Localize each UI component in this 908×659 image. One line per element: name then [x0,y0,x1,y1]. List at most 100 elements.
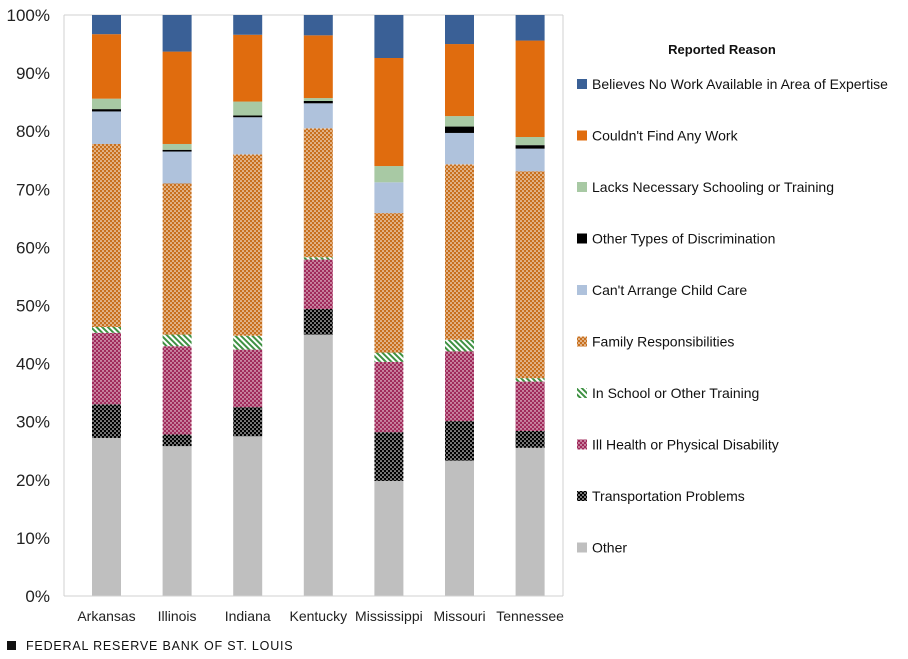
bar-segment-other-mississippi [374,480,404,596]
bar-segment-believes-no-work-available-in-area-of-expertise-illinois [162,15,192,52]
x-tick-label: Mississippi [355,608,423,624]
bar-segment-ill-health-or-physical-disability-indiana [233,349,263,408]
bar-segment-lacks-necessary-schooling-or-training-mississippi [374,166,404,183]
legend-label-in-school-or-other-training: In School or Other Training [592,385,759,401]
footer-source: FEDERAL RESERVE BANK OF ST. LOUIS [26,639,293,653]
bar-segment-other-kentucky [303,334,333,596]
bar-segment-other-missouri [445,460,474,596]
legend-swatch-other [577,542,587,553]
x-tick-label: Illinois [158,608,197,624]
bar-segment-other-types-of-discrimination-arkansas [92,109,121,112]
bar-segment-lacks-necessary-schooling-or-training-kentucky [303,98,333,101]
bar-segment-in-school-or-other-training-missouri [445,339,474,352]
bar-segment-in-school-or-other-training-tennessee [515,378,545,382]
bar-segment-can-t-arrange-child-care-arkansas [92,111,121,144]
y-tick-label: 50% [16,297,50,316]
bar-segment-lacks-necessary-schooling-or-training-indiana [233,101,263,116]
bar-segment-transportation-problems-arkansas [92,404,121,438]
bar-segment-ill-health-or-physical-disability-kentucky [303,259,333,309]
bar-segment-ill-health-or-physical-disability-tennessee [515,381,545,431]
legend-title: Reported Reason [668,42,776,57]
legend-label-couldn-t-find-any-work: Couldn't Find Any Work [592,128,739,144]
bar-segment-can-t-arrange-child-care-tennessee [515,148,545,172]
bar-segment-other-types-of-discrimination-kentucky [303,100,333,104]
bar-segment-lacks-necessary-schooling-or-training-illinois [162,143,192,150]
legend-label-other-types-of-discrimination: Other Types of Discrimination [592,231,775,247]
bar-segment-in-school-or-other-training-illinois [162,334,192,347]
bar-segment-family-responsibilities-arkansas [92,143,121,327]
bar-segment-believes-no-work-available-in-area-of-expertise-missouri [445,15,474,45]
bar-segment-believes-no-work-available-in-area-of-expertise-tennessee [515,15,545,41]
legend-label-transportation-problems: Transportation Problems [592,488,745,504]
bar-segment-ill-health-or-physical-disability-mississippi [374,361,404,433]
y-axis: 0% 10% 20% 30% 40% 50% 60% 70% 80% 90% 100% [7,6,50,606]
bar-segment-believes-no-work-available-in-area-of-expertise-mississippi [374,15,404,58]
legend-swatch-other-types-of-discrimination [577,233,587,244]
bar-segment-other-arkansas [92,437,121,596]
bar-segment-can-t-arrange-child-care-kentucky [303,103,333,129]
y-tick-label: 70% [16,180,50,199]
bar-segment-couldn-t-find-any-work-indiana [233,34,263,102]
x-tick-label: Arkansas [77,608,135,624]
bar-segment-ill-health-or-physical-disability-arkansas [92,332,121,405]
bar-segment-believes-no-work-available-in-area-of-expertise-indiana [233,15,263,35]
x-tick-label: Kentucky [290,608,348,624]
legend-label-ill-health-or-physical-disability: Ill Health or Physical Disability [592,437,779,453]
bar-segment-couldn-t-find-any-work-kentucky [303,35,333,99]
bar-segment-can-t-arrange-child-care-indiana [233,117,263,155]
bar-segment-lacks-necessary-schooling-or-training-tennessee [515,137,545,146]
bar-segment-other-types-of-discrimination-indiana [233,115,263,118]
bar-segment-other-types-of-discrimination-illinois [162,149,192,152]
bar-segment-lacks-necessary-schooling-or-training-arkansas [92,98,121,110]
bar-segment-transportation-problems-mississippi [374,432,404,481]
y-tick-label: 90% [16,64,50,83]
bar-segment-ill-health-or-physical-disability-missouri [445,351,474,422]
x-tick-label: Missouri [433,608,485,624]
bar-segment-other-illinois [162,446,192,596]
bar-segment-couldn-t-find-any-work-tennessee [515,40,545,138]
legend-swatch-can-t-arrange-child-care [577,285,587,295]
bar-segment-transportation-problems-indiana [233,407,263,437]
bar-segment-other-types-of-discrimination-missouri [445,126,474,133]
bar-segment-family-responsibilities-kentucky [303,128,333,258]
y-tick-label: 80% [16,122,50,141]
legend-label-other: Other [592,540,627,556]
bar-segment-can-t-arrange-child-care-illinois [162,151,192,184]
legend-swatch-lacks-necessary-schooling-or-training [577,182,587,192]
bar-segment-in-school-or-other-training-indiana [233,335,263,350]
bar-segment-in-school-or-other-training-mississippi [374,352,404,362]
y-tick-label: 20% [16,471,50,490]
bar-segment-couldn-t-find-any-work-mississippi [374,57,404,167]
y-tick-label: 60% [16,238,50,257]
legend-swatch-family-responsibilities [577,336,587,347]
bar-segment-in-school-or-other-training-arkansas [92,326,121,333]
legend-swatch-transportation-problems [577,491,587,501]
bar-segment-transportation-problems-kentucky [303,308,333,335]
bar-segment-transportation-problems-illinois [162,434,192,447]
bar-segment-couldn-t-find-any-work-illinois [162,51,192,144]
bar-segment-transportation-problems-missouri [445,421,474,461]
bars [92,15,545,596]
bar-segment-lacks-necessary-schooling-or-training-missouri [445,116,474,127]
bar-segment-transportation-problems-tennessee [515,430,545,448]
legend-label-family-responsibilities: Family Responsibilities [592,334,734,350]
y-tick-label: 40% [16,355,50,374]
legend: Believes No Work Available in Area of Ex… [577,76,888,556]
y-tick-label: 10% [16,529,50,548]
x-tick-label: Indiana [225,608,271,624]
bar-segment-family-responsibilities-missouri [445,164,474,340]
footer-square-icon [7,641,16,650]
x-axis: Arkansas Illinois Indiana Kentucky Mississip… [77,608,564,624]
bar-segment-ill-health-or-physical-disability-illinois [162,346,192,435]
bar-segment-other-tennessee [515,447,545,596]
bar-segment-believes-no-work-available-in-area-of-expertise-arkansas [92,15,121,35]
y-tick-label: 100% [7,6,50,25]
bar-segment-family-responsibilities-tennessee [515,171,545,379]
y-tick-label: 30% [16,413,50,432]
legend-swatch-ill-health-or-physical-disability [577,439,587,450]
bar-segment-other-indiana [233,436,263,596]
legend-label-lacks-necessary-schooling-or-training: Lacks Necessary Schooling or Training [592,179,834,195]
bar-segment-can-t-arrange-child-care-mississippi [374,182,404,214]
y-tick-label: 0% [25,587,50,606]
